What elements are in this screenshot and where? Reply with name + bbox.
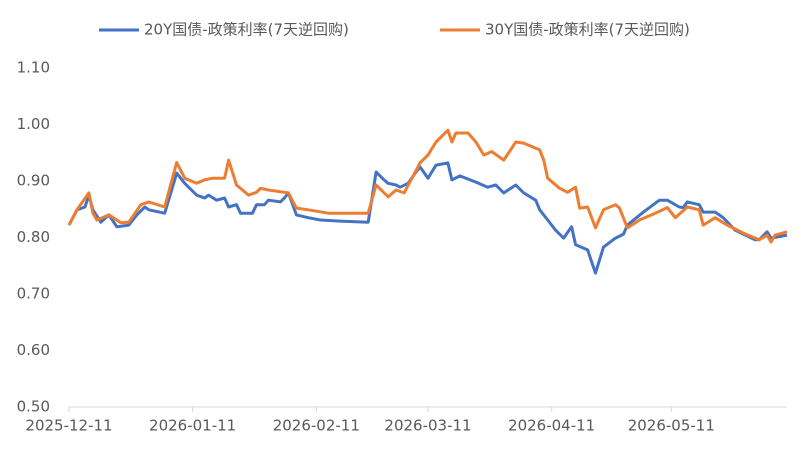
x-tick-label: 2026-03-11 xyxy=(384,417,471,435)
y-tick-label: 0.90 xyxy=(17,172,50,190)
y-tick-label: 1.00 xyxy=(17,115,50,133)
y-tick-label: 0.70 xyxy=(17,285,50,303)
y-tick-label: 0.80 xyxy=(17,228,50,246)
x-tick-label: 2026-02-11 xyxy=(273,417,360,435)
series-line xyxy=(67,128,788,244)
legend-label: 20Y国债-政策利率(7天逆回购) xyxy=(144,21,349,39)
y-tick-label: 1.10 xyxy=(17,59,50,77)
y-tick-label: 0.60 xyxy=(17,341,50,359)
x-tick-label: 2026-05-11 xyxy=(628,417,715,435)
y-tick-label: 0.50 xyxy=(17,398,50,416)
series-line xyxy=(67,161,788,275)
legend-label: 30Y国债-政策利率(7天逆回购) xyxy=(485,21,690,39)
x-tick-label: 2026-01-11 xyxy=(149,417,236,435)
x-tick-label: 2025-12-11 xyxy=(25,417,112,435)
x-tick-label: 2026-04-11 xyxy=(508,417,595,435)
